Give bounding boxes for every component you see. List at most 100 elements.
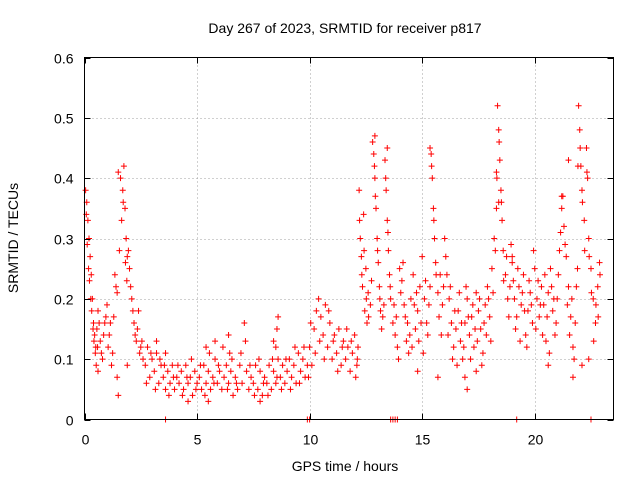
data-point xyxy=(92,350,99,357)
data-point xyxy=(581,217,588,224)
data-point xyxy=(594,283,601,290)
data-point xyxy=(401,301,408,308)
data-point xyxy=(324,344,331,351)
data-point xyxy=(288,374,295,381)
data-point xyxy=(106,332,113,339)
data-point xyxy=(533,295,540,302)
data-point xyxy=(205,368,212,375)
data-point xyxy=(583,169,590,176)
data-point xyxy=(306,344,313,351)
data-point xyxy=(508,241,515,248)
data-point xyxy=(475,307,482,314)
data-point xyxy=(479,350,486,357)
data-point xyxy=(369,138,376,145)
data-point xyxy=(541,271,548,278)
data-point xyxy=(579,199,586,206)
data-point xyxy=(364,319,371,326)
data-point xyxy=(574,163,581,170)
data-point xyxy=(387,283,394,290)
data-point xyxy=(548,283,555,290)
data-point xyxy=(174,362,181,369)
data-point xyxy=(179,392,186,399)
data-point xyxy=(122,205,129,212)
data-point xyxy=(99,356,106,363)
x-axis-title: GPS time / hours xyxy=(292,458,399,474)
data-point xyxy=(98,350,105,357)
data-point xyxy=(224,386,231,393)
data-point xyxy=(282,356,289,363)
data-point xyxy=(418,319,425,326)
data-point xyxy=(428,151,435,158)
data-point xyxy=(178,368,185,375)
data-point xyxy=(461,374,468,381)
data-point xyxy=(209,374,216,381)
data-point xyxy=(550,295,557,302)
data-point xyxy=(124,362,131,369)
data-point xyxy=(257,398,264,405)
data-point xyxy=(236,362,243,369)
data-point xyxy=(433,271,440,278)
data-point xyxy=(97,338,104,345)
x-tick-label: 10 xyxy=(303,432,319,448)
data-point xyxy=(376,295,383,302)
data-point xyxy=(445,332,452,339)
data-point xyxy=(496,157,503,164)
data-point xyxy=(246,362,253,369)
data-point xyxy=(131,319,138,326)
data-point xyxy=(335,326,342,332)
data-point xyxy=(257,368,264,375)
data-point xyxy=(259,392,266,399)
data-point xyxy=(424,332,431,339)
data-point xyxy=(300,344,307,351)
data-point xyxy=(493,175,500,182)
data-point xyxy=(515,283,522,290)
data-point xyxy=(82,187,89,194)
data-point xyxy=(494,102,501,109)
data-point xyxy=(456,289,463,296)
data-point xyxy=(405,350,412,357)
data-point xyxy=(555,271,562,278)
x-tick-label: 0 xyxy=(82,432,90,448)
data-point xyxy=(477,326,484,332)
data-point xyxy=(520,271,527,278)
data-point xyxy=(185,398,192,405)
data-point xyxy=(428,163,435,170)
data-point xyxy=(153,350,160,357)
data-point xyxy=(592,319,599,326)
data-point xyxy=(291,344,298,351)
data-point xyxy=(518,301,525,308)
data-point xyxy=(575,102,582,109)
data-point xyxy=(104,301,111,308)
data-point xyxy=(373,205,380,212)
data-point xyxy=(161,362,168,369)
data-point xyxy=(509,259,516,266)
data-point xyxy=(374,235,381,242)
data-point xyxy=(519,289,526,296)
data-point xyxy=(270,368,277,375)
data-point xyxy=(116,247,123,254)
data-point xyxy=(476,295,483,302)
data-point xyxy=(272,344,279,351)
data-point xyxy=(308,362,315,369)
data-point xyxy=(334,368,341,375)
data-point xyxy=(596,271,603,278)
data-point xyxy=(429,175,436,182)
data-point xyxy=(320,332,327,339)
data-point xyxy=(305,374,312,381)
data-point xyxy=(188,356,195,363)
data-point xyxy=(125,247,132,254)
data-point xyxy=(273,374,280,381)
data-point xyxy=(135,307,142,314)
data-point xyxy=(317,313,324,320)
data-point xyxy=(493,205,500,212)
data-point xyxy=(111,271,118,278)
data-point xyxy=(84,241,91,248)
y-tick-label: 0.4 xyxy=(54,171,74,187)
data-point xyxy=(590,338,597,345)
data-point xyxy=(502,271,509,278)
data-point xyxy=(430,217,437,224)
data-point xyxy=(147,350,154,357)
data-point xyxy=(590,295,597,302)
data-point xyxy=(118,217,125,224)
data-point xyxy=(128,295,135,302)
